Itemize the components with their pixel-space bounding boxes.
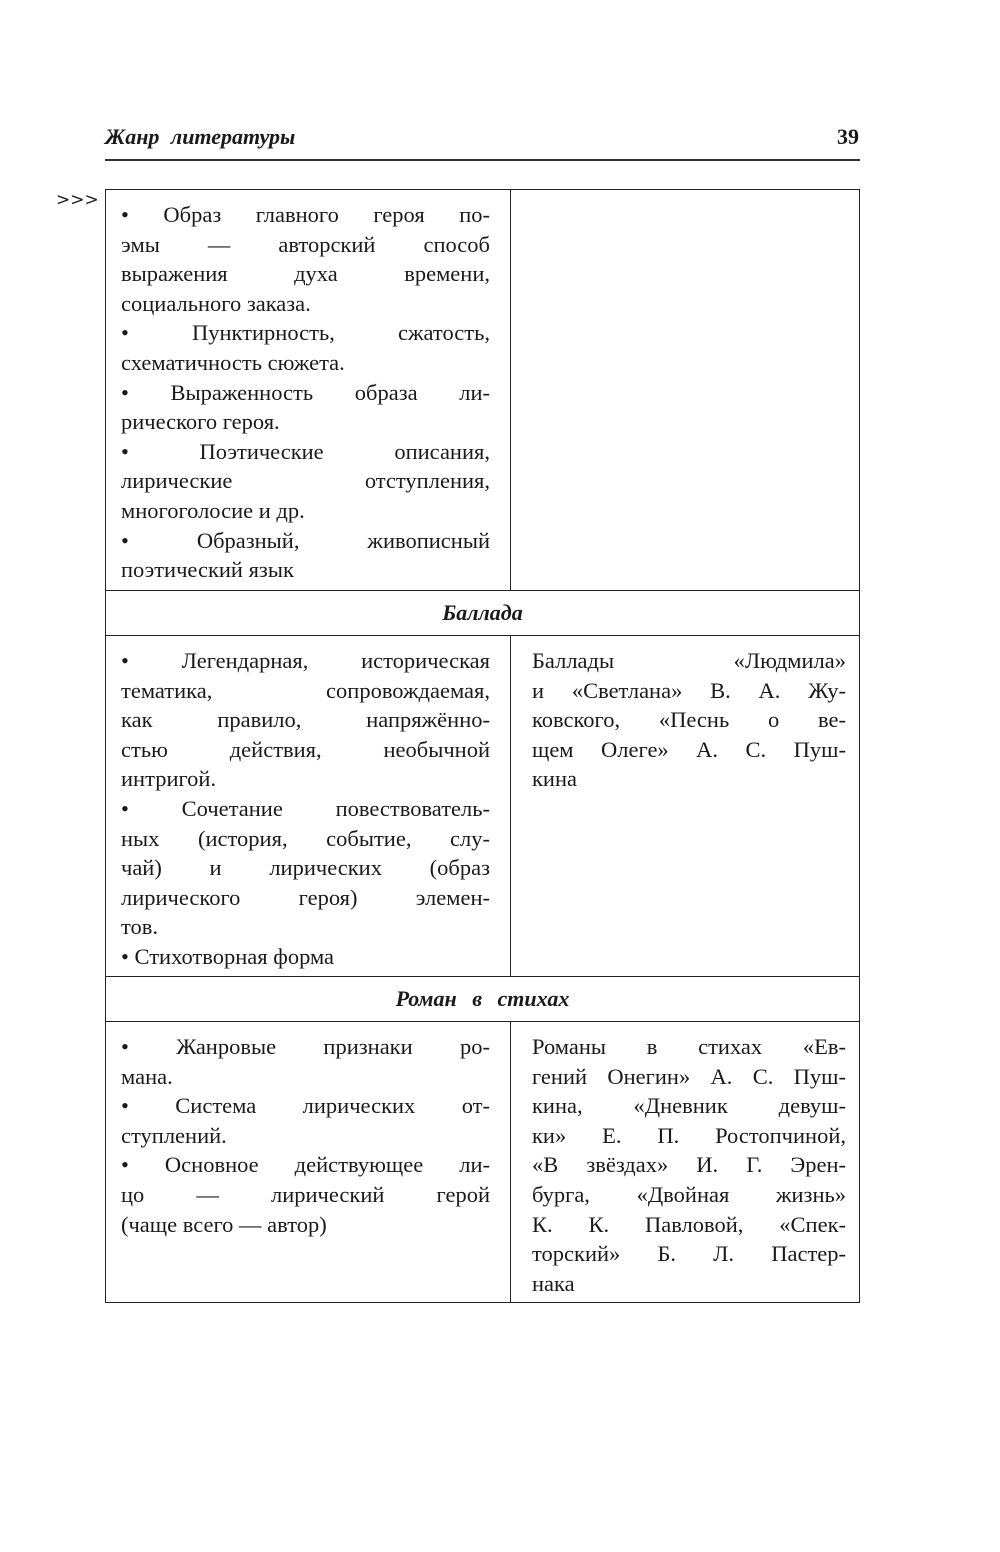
text-line: эмы — авторский способ [121,231,490,257]
text-line: • Стихотворная форма [121,943,335,969]
paragraph: • Легендарная, историческая тематика, соп… [121,646,490,794]
table-row: • Легендарная, историческая тематика, соп… [106,635,859,976]
continuation-mark: >>> [56,190,99,210]
text-line: кина, «Дневник девуш- [532,1093,846,1119]
section-title: Роман в стихах [395,986,570,1011]
running-header-title: Жанр литературы [105,124,296,149]
text-line: • Пунктирность, сжатость, [121,320,490,346]
text-line: ступлений. [121,1122,227,1148]
text-line: и «Светлана» В. А. Жу- [532,677,846,703]
text-line: чай) и лирических (образ [121,855,490,881]
text-line: схематичность сюжета. [121,349,345,375]
features-cell: • Образ главного героя по-эмы — авторски… [106,190,511,590]
text-line: цо — лирический герой [121,1181,490,1207]
text-line: • Выраженность образа ли- [121,379,490,405]
text-line: • Легендарная, историческая [121,648,490,673]
text-line: • Основное действующее ли- [121,1152,490,1178]
text-line: лирические отступления, [121,468,490,494]
text-line: кина [532,766,577,792]
text-line: • Система лирических от- [121,1093,490,1119]
text-line: нака [532,1270,575,1296]
text-line: • Образный, живописный [121,527,490,553]
section-header-row: Баллада [106,590,859,635]
text-line: лирического героя) элемен- [121,884,490,910]
examples-cell: Баллады «Людмила» и «Светлана» В. А. Жу-к… [511,636,859,976]
text-line: многоголосие и др. [121,497,305,523]
paragraph: • Пунктирность, сжатость, схематичность с… [121,318,490,377]
text-line: ковского, «Песнь о ве- [532,707,846,733]
text-line: Романы в стихах «Ев- [532,1034,846,1059]
text-line: торский» Б. Л. Пастер- [532,1241,846,1267]
text-line: стью действия, необычной [121,736,490,762]
text-line: тематика, сопровождаемая, [121,677,490,703]
examples-cell [511,190,859,590]
paragraph: • Система лирических от-ступлений. [121,1091,490,1150]
examples-cell: Романы в стихах «Ев-гений Онегин» А. С. … [511,1022,859,1302]
text-line: тов. [121,914,159,940]
text-line: ки» Е. П. Ростопчиной, [532,1122,846,1148]
features-cell: • Жанровые признаки ро-мана. • Система ли… [106,1022,511,1302]
text-line: гений Онегин» А. С. Пуш- [532,1063,846,1089]
text-line: (чаще всего — автор) [121,1211,327,1237]
section-title: Баллада [442,600,523,625]
text-line: рического героя. [121,409,280,435]
genre-table: • Образ главного героя по-эмы — авторски… [105,189,860,1303]
text-line: бурга, «Двойная жизнь» [532,1181,846,1207]
text-line: Баллады «Людмила» [532,648,846,673]
paragraph: • Сочетание повествователь-ных (история,… [121,794,490,942]
text-line: • Поэтические описания, [121,438,490,464]
paragraph: Романы в стихах «Ев-гений Онегин» А. С. … [532,1032,846,1298]
header-rule [105,159,860,161]
table-row: • Образ главного героя по-эмы — авторски… [106,190,859,590]
text-line: как правило, напряжённо- [121,707,490,733]
text-line: • Сочетание повествователь- [121,795,490,821]
text-line: выражения духа времени, [121,261,490,287]
text-line: щем Олеге» А. С. Пуш- [532,736,846,762]
features-cell: • Легендарная, историческая тематика, соп… [106,636,511,976]
text-line: поэтический язык [121,557,294,583]
text-line: • Жанровые признаки ро- [121,1034,490,1059]
text-line: «В звёздах» И. Г. Эрен- [532,1152,846,1178]
paragraph: • Образ главного героя по-эмы — авторски… [121,200,490,318]
text-line: К. К. Павловой, «Спек- [532,1211,846,1237]
paragraph: • Поэтические описания, лирические отступ… [121,437,490,526]
page-number: 39 [837,124,859,149]
paragraph: • Основное действующее ли-цо — лирически… [121,1150,490,1239]
text-line: мана. [121,1063,173,1089]
text-line: ных (история, событие, слу- [121,825,490,851]
paragraph: • Образный, живописный поэтический язык [121,526,490,585]
paragraph: Баллады «Людмила» и «Светлана» В. А. Жу-к… [532,646,846,794]
text-line: • Образ главного героя по- [121,202,490,227]
table-row: • Жанровые признаки ро-мана. • Система ли… [106,1021,859,1302]
paragraph: • Выраженность образа ли-рического героя… [121,378,490,437]
paragraph: • Стихотворная форма [121,942,490,972]
section-header-row: Роман в стихах [106,976,859,1021]
text-line: социального заказа. [121,290,311,316]
paragraph: • Жанровые признаки ро-мана. [121,1032,490,1091]
text-line: интригой. [121,766,217,792]
